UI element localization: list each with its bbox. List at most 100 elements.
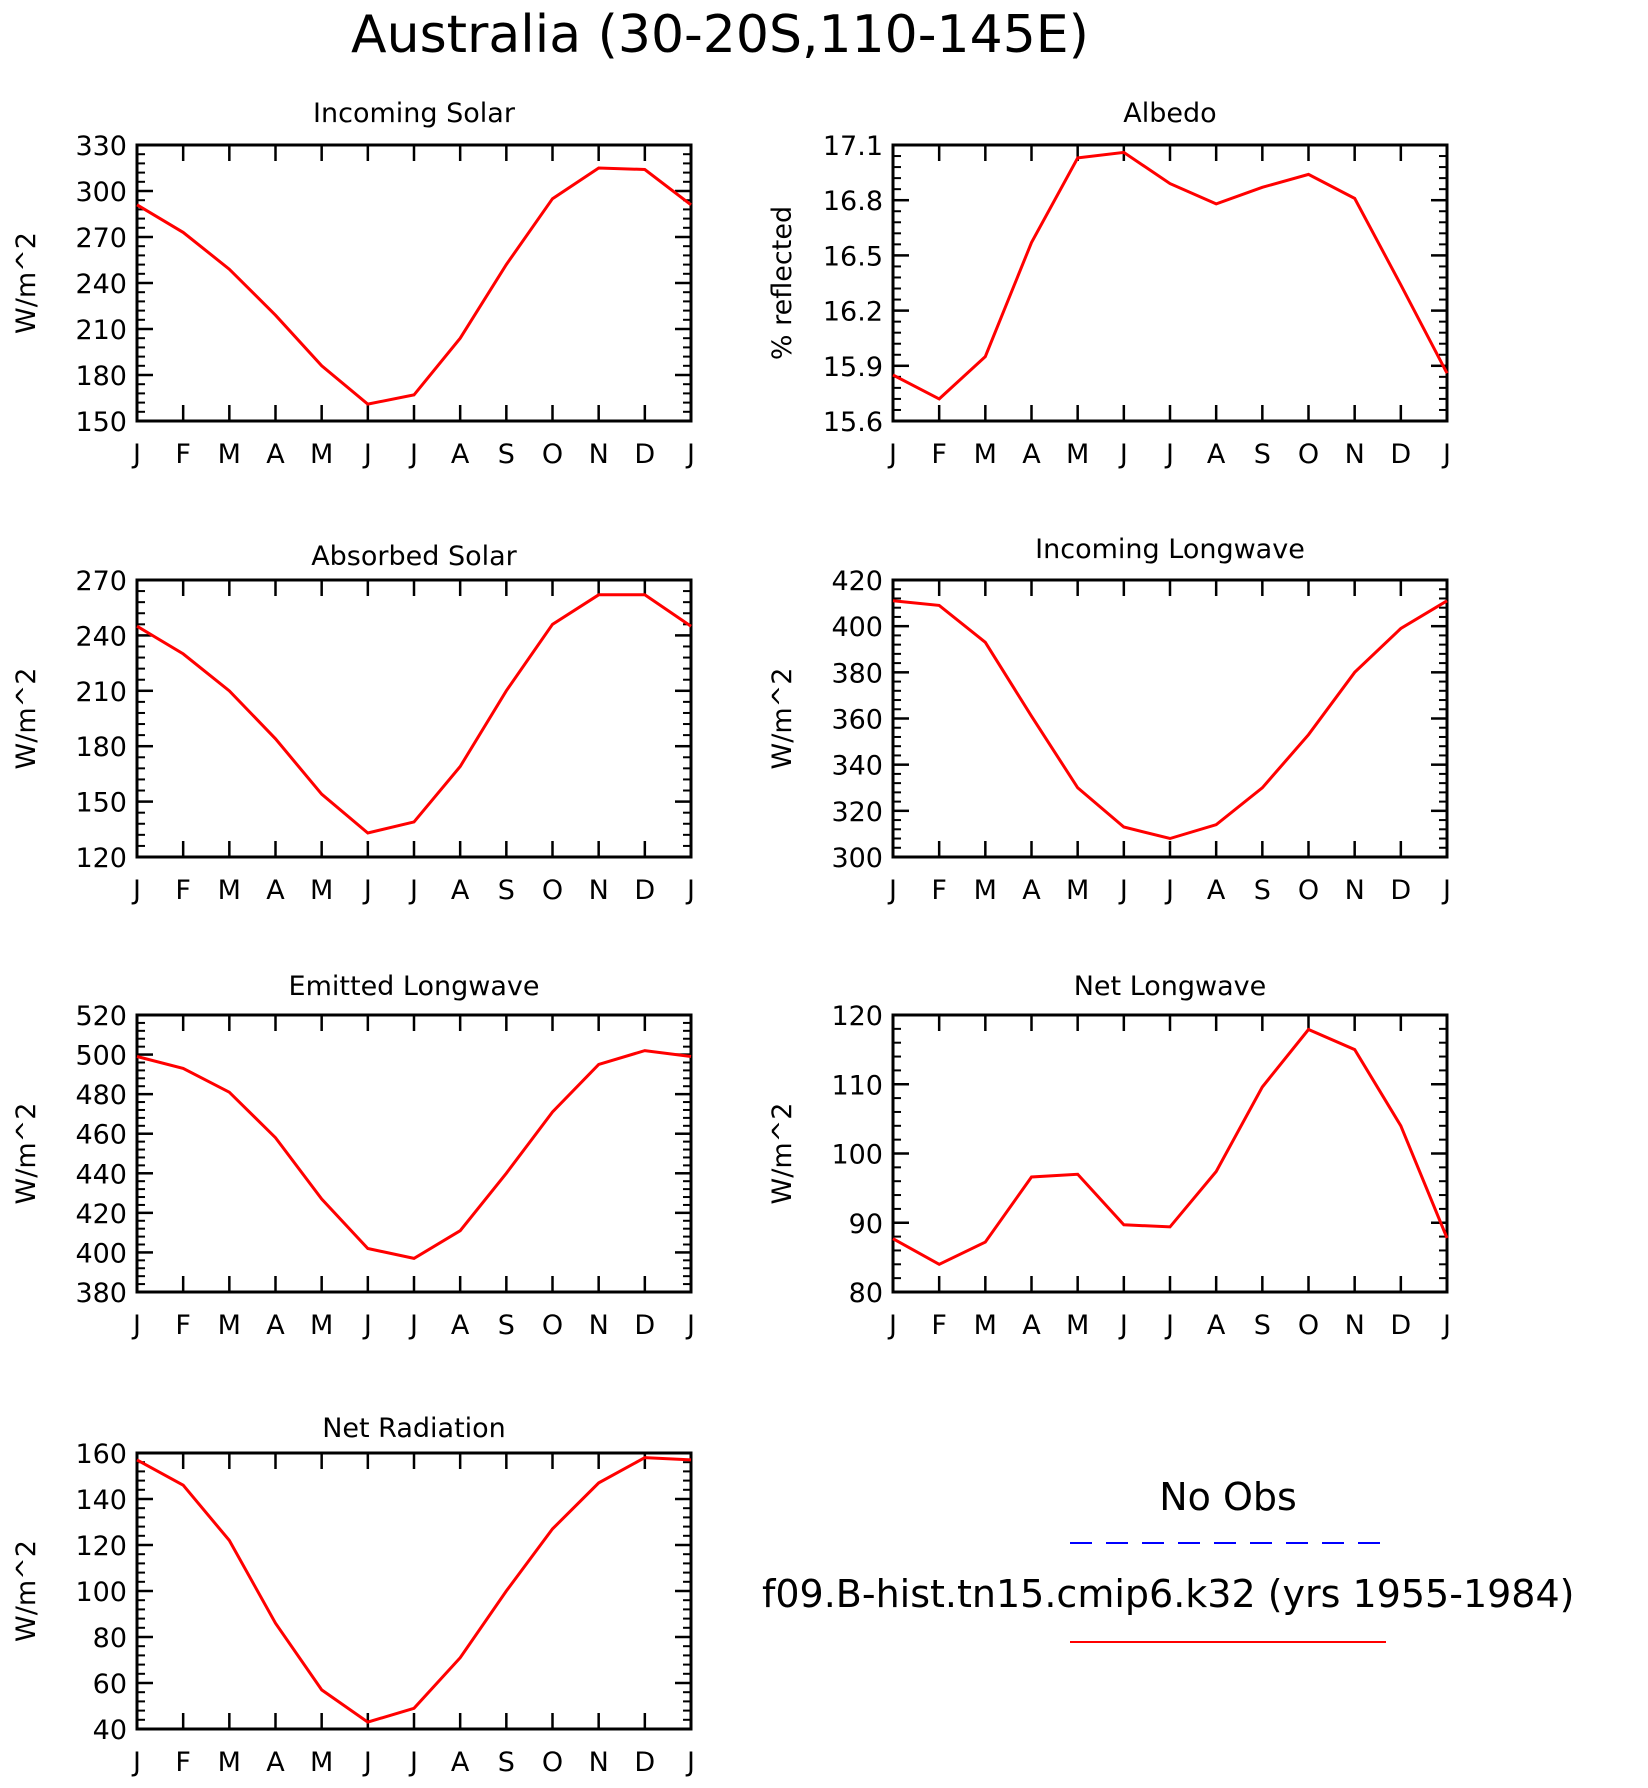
y-tick-label: 160 (75, 1439, 127, 1470)
legend-obs-label: No Obs (1159, 1475, 1297, 1519)
y-tick-label: 210 (75, 677, 127, 708)
x-tick-label: J (685, 439, 695, 470)
x-tick-label: F (175, 1310, 191, 1341)
x-tick-label: O (1298, 1310, 1319, 1341)
x-tick-label: D (1390, 439, 1411, 470)
x-tick-label: J (362, 439, 372, 470)
x-tick-label: M (218, 875, 241, 906)
x-tick-label: J (131, 875, 141, 906)
series-line (136, 1049, 692, 1260)
x-tick-label: A (451, 1310, 470, 1341)
x-tick-label: J (362, 1747, 372, 1778)
panel-title: Absorbed Solar (311, 541, 517, 572)
y-tick-label: 270 (75, 223, 127, 254)
x-tick-label: M (218, 1310, 241, 1341)
y-tick-label: 320 (831, 797, 883, 828)
y-tick-label: 460 (75, 1120, 127, 1151)
x-tick-label: A (451, 875, 470, 906)
x-tick-label: D (634, 1310, 655, 1341)
y-tick-label: 270 (75, 566, 127, 597)
x-tick-label: S (1254, 1310, 1271, 1341)
y-tick-label: 120 (75, 1531, 127, 1562)
y-tick-label: 120 (75, 843, 127, 874)
y-axis-label: W/m^2 (11, 1103, 42, 1205)
x-tick-label: J (408, 439, 418, 470)
y-tick-label: 210 (75, 315, 127, 346)
y-tick-label: 15.9 (823, 352, 883, 383)
x-tick-label: J (1441, 439, 1451, 470)
y-tick-label: 100 (75, 1577, 127, 1608)
x-tick-label: J (1118, 875, 1128, 906)
x-tick-label: J (131, 439, 141, 470)
x-tick-label: J (887, 1310, 897, 1341)
plot-frame (135, 143, 693, 423)
y-tick-label: 380 (75, 1278, 127, 1309)
y-tick-label: 80 (93, 1623, 127, 1654)
y-tick-label: 40 (93, 1715, 127, 1746)
y-tick-label: 90 (849, 1209, 883, 1240)
y-tick-label: 500 (75, 1041, 127, 1072)
y-tick-label: 360 (831, 705, 883, 736)
y-tick-label: 240 (75, 621, 127, 652)
x-tick-label: J (685, 1747, 695, 1778)
x-tick-label: D (634, 875, 655, 906)
y-tick-label: 340 (831, 751, 883, 782)
x-tick-label: S (498, 1747, 515, 1778)
x-tick-label: A (266, 439, 285, 470)
x-tick-label: O (542, 875, 563, 906)
panel-title: Net Radiation (322, 1413, 506, 1444)
y-tick-label: 120 (831, 1001, 883, 1032)
series-line (892, 599, 1448, 841)
x-tick-label: N (589, 875, 609, 906)
x-tick-label: S (498, 875, 515, 906)
x-tick-label: N (1345, 875, 1365, 906)
x-tick-label: O (542, 439, 563, 470)
x-tick-label: A (1207, 875, 1226, 906)
x-tick-label: M (1066, 875, 1089, 906)
y-tick-label: 110 (831, 1070, 883, 1101)
x-tick-label: O (542, 1310, 563, 1341)
plot-frame (135, 1013, 693, 1294)
y-tick-label: 16.2 (823, 297, 883, 328)
y-axis-label: W/m^2 (767, 668, 798, 770)
y-tick-label: 100 (831, 1140, 883, 1171)
x-tick-label: S (1254, 439, 1271, 470)
y-tick-label: 150 (75, 407, 127, 438)
x-tick-label: M (974, 875, 997, 906)
x-tick-label: M (974, 439, 997, 470)
x-tick-label: F (175, 1747, 191, 1778)
x-tick-label: M (310, 439, 333, 470)
panel-title: Net Longwave (1074, 971, 1267, 1002)
x-tick-label: A (1022, 1310, 1041, 1341)
y-tick-label: 16.5 (823, 241, 883, 272)
y-tick-label: 440 (75, 1159, 127, 1190)
y-tick-label: 60 (93, 1669, 127, 1700)
plot-frame (891, 143, 1449, 423)
x-tick-label: N (589, 1310, 609, 1341)
x-tick-label: J (887, 875, 897, 906)
y-tick-label: 400 (831, 612, 883, 643)
x-tick-label: M (310, 875, 333, 906)
series-line (892, 1027, 1449, 1266)
x-tick-label: N (1345, 1310, 1365, 1341)
x-tick-label: F (931, 439, 947, 470)
x-tick-label: A (451, 1747, 470, 1778)
y-tick-label: 150 (75, 788, 127, 819)
x-tick-label: J (1164, 875, 1174, 906)
y-axis-label: W/m^2 (11, 232, 42, 334)
x-tick-label: M (310, 1747, 333, 1778)
y-tick-label: 17.1 (823, 131, 883, 162)
y-tick-label: 300 (75, 177, 127, 208)
y-tick-label: 180 (75, 732, 127, 763)
y-axis-label: W/m^2 (767, 1103, 798, 1205)
x-tick-label: J (131, 1310, 141, 1341)
y-axis-label: W/m^2 (11, 1540, 42, 1642)
x-tick-label: M (218, 439, 241, 470)
